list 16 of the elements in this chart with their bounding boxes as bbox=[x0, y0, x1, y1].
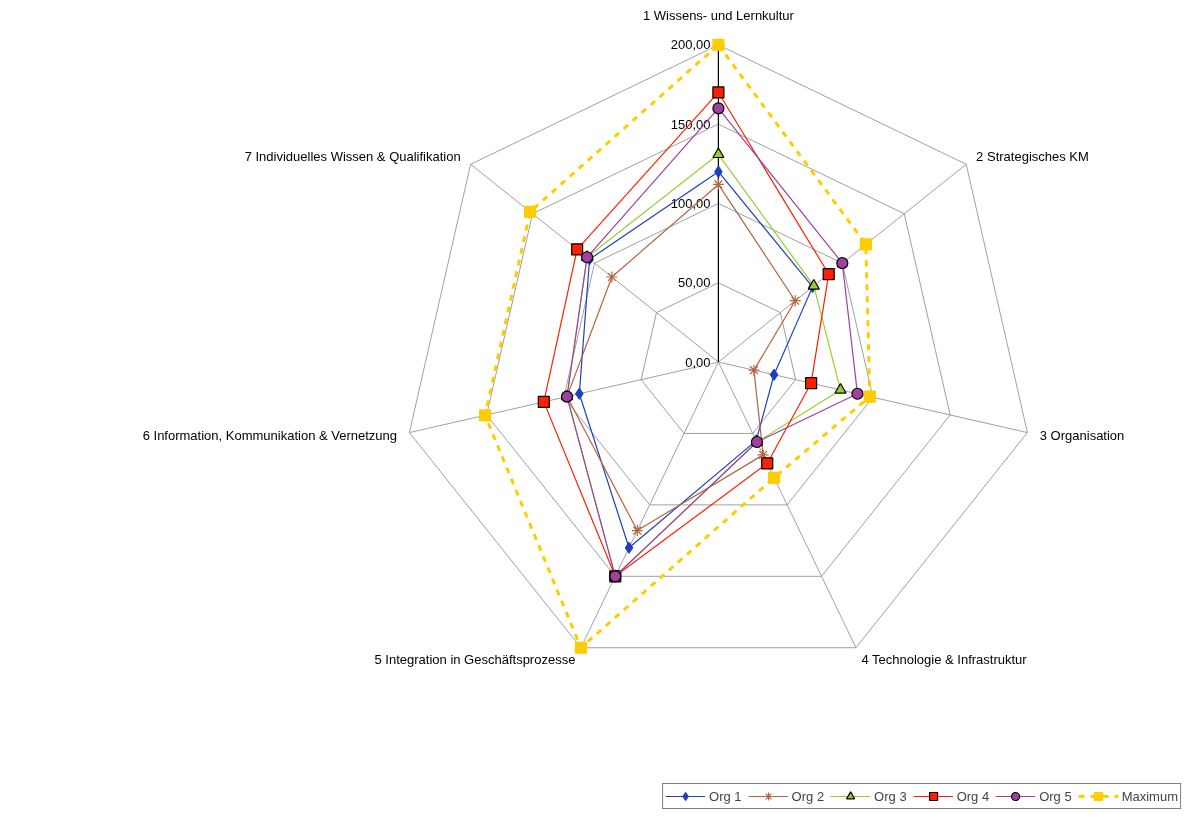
legend-label: Org 2 bbox=[791, 788, 825, 804]
spoke-label: 2 Strategisches KM bbox=[976, 148, 1089, 164]
y-tick-label: 200,00 bbox=[670, 37, 711, 53]
spoke-label: 3 Organisation bbox=[1039, 427, 1125, 443]
y-tick-label: 50,00 bbox=[677, 275, 711, 291]
spoke-label: 7 Individuelles Wissen & Qualifikation bbox=[244, 148, 461, 164]
spoke-label: 1 Wissens- und Lernkultur bbox=[642, 7, 795, 23]
legend-label: Org 3 bbox=[874, 788, 907, 804]
y-tick-label: 0,00 bbox=[685, 354, 711, 370]
legend-label: Org 5 bbox=[1039, 788, 1072, 804]
legend-label: Org 1 bbox=[709, 788, 742, 804]
spoke-label: 4 Technologie & Infrastruktur bbox=[861, 651, 1028, 667]
spoke-label: 6 Information, Kommunikation & Vernetzung bbox=[142, 427, 398, 443]
spoke-label: 5 Integration in Geschäftsprozesse bbox=[374, 651, 576, 667]
legend-label: Org 4 bbox=[956, 788, 990, 804]
legend-label: Maximum bbox=[1121, 788, 1178, 804]
